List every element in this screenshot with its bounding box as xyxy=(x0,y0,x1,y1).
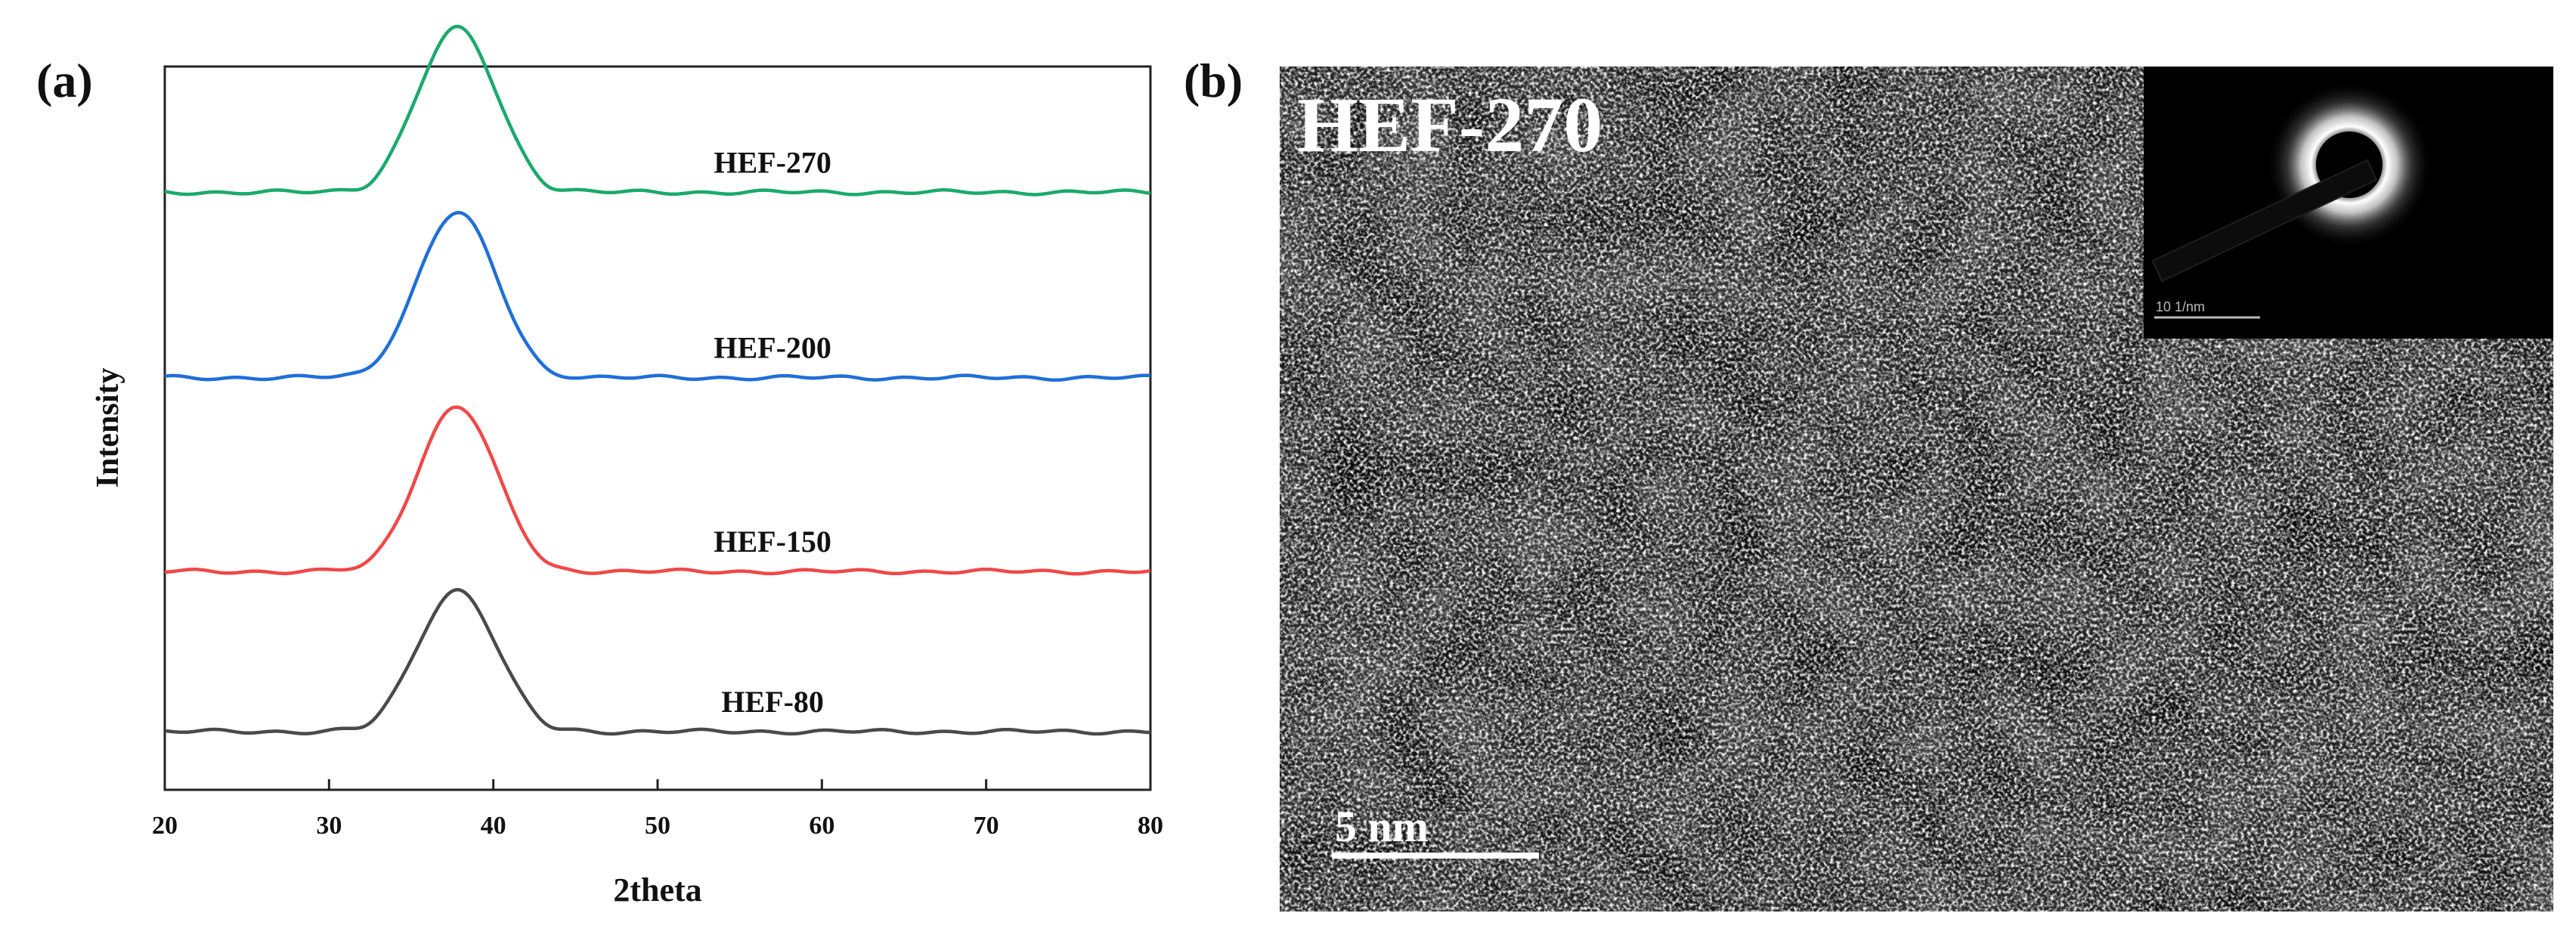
series-line-hef-270 xyxy=(164,24,1151,197)
series-label: HEF-80 xyxy=(721,685,824,719)
sample-label: HEF-270 xyxy=(1297,82,1602,169)
scale-bar-label: 5 nm xyxy=(1335,802,1429,851)
series-line-hef-150 xyxy=(164,405,1151,576)
x-axis-ticks: 20 30 40 50 60 70 80 xyxy=(152,779,1163,840)
series-line-hef-80 xyxy=(164,587,1151,736)
panel-b-label: (b) xyxy=(1184,54,1243,107)
beam-stopper xyxy=(2151,159,2378,283)
inset-scale-label: 10 1/nm xyxy=(2156,299,2205,314)
plot-frame xyxy=(163,65,1152,791)
x-tick-label: 50 xyxy=(645,812,670,840)
series-layer: HEF-80 HEF-150 HEF-200 HEF-270 xyxy=(164,24,1151,736)
xrd-chart: 20 30 40 50 60 70 80 HEF-80 HEF-150 HEF-200 HEF-2… xyxy=(91,24,1163,908)
x-tick-label: 70 xyxy=(974,812,999,840)
series-label: HEF-270 xyxy=(714,145,831,179)
scale-bar: 5 nm xyxy=(1332,802,1539,859)
series-label: HEF-150 xyxy=(714,525,831,559)
x-tick-label: 80 xyxy=(1138,812,1163,840)
saed-inset: 10 1/nm xyxy=(2144,67,2553,339)
y-axis-label: Intensity xyxy=(91,368,125,488)
hrtem-image xyxy=(1280,67,2553,912)
x-tick-label: 40 xyxy=(481,812,506,840)
x-tick-label: 30 xyxy=(316,812,342,840)
panel-a-label: (a) xyxy=(36,54,93,107)
x-tick-label: 20 xyxy=(152,812,178,840)
x-axis-label: 2theta xyxy=(613,871,701,908)
x-tick-label: 60 xyxy=(809,812,834,840)
series-line-hef-200 xyxy=(164,211,1151,382)
series-label: HEF-200 xyxy=(714,331,831,365)
